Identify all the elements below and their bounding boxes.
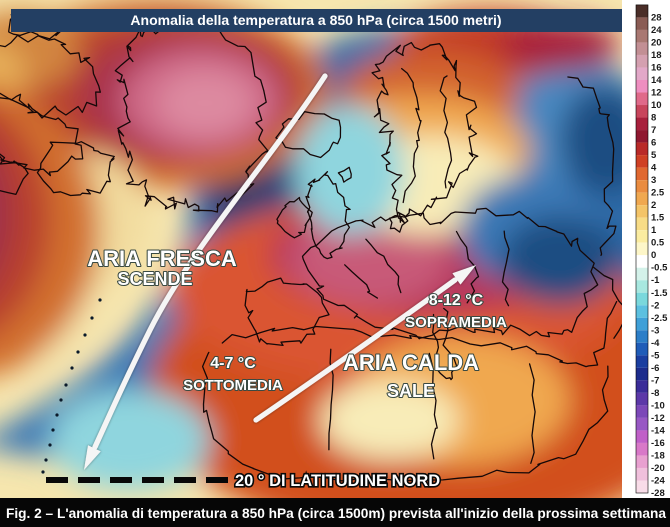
svg-text:ARIA CALDA: ARIA CALDA xyxy=(343,350,479,375)
svg-text:-2: -2 xyxy=(651,300,659,311)
svg-text:8: 8 xyxy=(651,113,656,124)
svg-text:1.5: 1.5 xyxy=(651,213,665,224)
svg-text:-6: -6 xyxy=(651,363,659,374)
svg-text:2.5: 2.5 xyxy=(651,188,665,199)
svg-text:-10: -10 xyxy=(651,400,665,411)
svg-text:-3: -3 xyxy=(651,325,659,336)
svg-text:12: 12 xyxy=(651,88,662,99)
svg-text:7: 7 xyxy=(651,125,656,136)
svg-text:20 ° DI LATITUDINE NORD: 20 ° DI LATITUDINE NORD xyxy=(235,472,440,490)
svg-text:18: 18 xyxy=(651,50,662,61)
svg-text:-1: -1 xyxy=(651,275,660,286)
svg-text:20: 20 xyxy=(651,37,662,48)
svg-text:1: 1 xyxy=(651,225,657,236)
svg-text:8-12 °C: 8-12 °C xyxy=(429,292,484,309)
svg-text:4: 4 xyxy=(651,163,657,174)
svg-text:4-7 °C: 4-7 °C xyxy=(210,355,256,372)
svg-text:24: 24 xyxy=(651,25,662,36)
svg-text:Anomalia della temperatura a 8: Anomalia della temperatura a 850 hPa (ci… xyxy=(130,12,501,28)
svg-text:-20: -20 xyxy=(651,463,665,474)
svg-text:-16: -16 xyxy=(651,438,665,449)
svg-text:0: 0 xyxy=(651,250,656,261)
svg-text:28: 28 xyxy=(651,12,662,23)
svg-text:SOTTOMEDIA: SOTTOMEDIA xyxy=(183,377,283,394)
svg-text:0.5: 0.5 xyxy=(651,238,665,249)
svg-text:-7: -7 xyxy=(651,375,659,386)
svg-text:ARIA FRESCA: ARIA FRESCA xyxy=(87,246,237,271)
svg-text:14: 14 xyxy=(651,75,662,86)
svg-text:16: 16 xyxy=(651,62,662,73)
svg-text:-1.5: -1.5 xyxy=(651,288,668,299)
svg-text:-2.5: -2.5 xyxy=(651,313,668,324)
svg-text:Fig. 2 – L'anomalia di tempera: Fig. 2 – L'anomalia di temperatura a 850… xyxy=(6,505,666,521)
svg-text:6: 6 xyxy=(651,138,656,149)
svg-text:-4: -4 xyxy=(651,338,660,349)
svg-text:-12: -12 xyxy=(651,413,665,424)
svg-text:-28: -28 xyxy=(651,488,665,499)
svg-text:SOPRAMEDIA: SOPRAMEDIA xyxy=(405,314,507,331)
svg-text:5: 5 xyxy=(651,150,657,161)
svg-text:SCENDE: SCENDE xyxy=(117,269,192,289)
svg-text:3: 3 xyxy=(651,175,656,186)
svg-text:-24: -24 xyxy=(651,475,665,486)
svg-text:-14: -14 xyxy=(651,425,665,436)
svg-text:SALE: SALE xyxy=(387,381,435,401)
svg-text:-18: -18 xyxy=(651,450,665,461)
svg-text:-8: -8 xyxy=(651,388,659,399)
svg-text:2: 2 xyxy=(651,200,656,211)
svg-text:-5: -5 xyxy=(651,350,660,361)
svg-text:-0.5: -0.5 xyxy=(651,263,668,274)
svg-text:10: 10 xyxy=(651,100,662,111)
